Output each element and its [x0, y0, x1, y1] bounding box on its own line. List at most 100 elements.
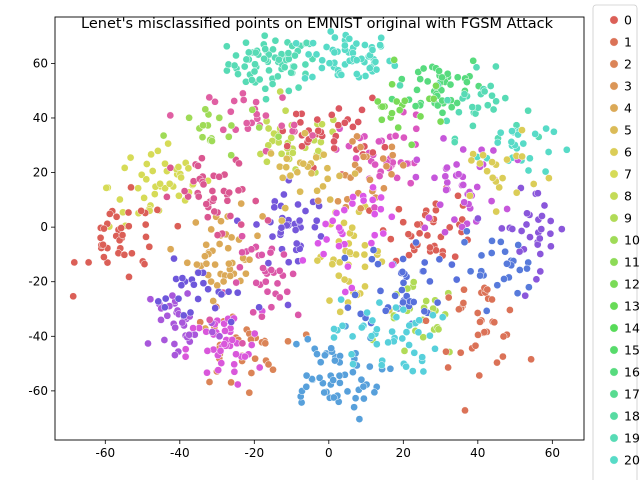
data-point	[473, 309, 482, 317]
data-point	[390, 56, 399, 64]
data-point	[334, 271, 343, 280]
x-tick-label: -60	[95, 446, 115, 460]
data-point	[154, 147, 162, 155]
legend-label: 12	[624, 277, 640, 292]
data-point	[203, 368, 211, 377]
data-point	[359, 152, 368, 161]
data-point	[534, 189, 542, 198]
data-point	[477, 251, 486, 260]
legend-label: 17	[624, 387, 640, 402]
data-point	[166, 111, 175, 120]
data-point	[318, 56, 327, 65]
data-point	[546, 217, 555, 225]
data-point	[180, 187, 189, 195]
data-point	[170, 254, 178, 263]
data-point	[454, 191, 462, 200]
data-point	[369, 183, 377, 192]
data-point	[376, 287, 385, 295]
data-point	[443, 96, 452, 105]
data-point	[227, 378, 235, 387]
data-point	[99, 240, 107, 249]
data-point	[387, 212, 396, 221]
data-point	[219, 125, 228, 134]
data-point	[503, 155, 511, 164]
data-point	[217, 217, 225, 226]
data-point	[294, 83, 303, 92]
legend-label: 16	[624, 365, 640, 380]
data-point	[416, 112, 425, 121]
data-point	[313, 350, 321, 358]
data-point	[232, 278, 241, 287]
data-point	[102, 184, 111, 192]
data-point	[361, 72, 370, 80]
data-point	[191, 218, 200, 227]
data-point	[244, 48, 253, 57]
data-point	[233, 380, 242, 389]
data-point	[302, 371, 311, 380]
data-point	[150, 190, 159, 198]
data-point	[370, 203, 379, 212]
data-point	[226, 212, 235, 220]
data-point	[335, 172, 344, 180]
data-point	[125, 273, 133, 281]
data-point	[216, 347, 225, 355]
data-point	[253, 231, 262, 240]
data-point	[326, 195, 335, 204]
data-point	[380, 184, 388, 193]
data-point	[371, 57, 380, 66]
data-point	[267, 149, 275, 158]
data-point	[418, 353, 427, 362]
data-point	[264, 360, 273, 369]
data-point	[483, 285, 492, 294]
data-point	[142, 160, 151, 168]
data-point	[327, 344, 336, 353]
data-point	[302, 39, 311, 47]
data-point	[174, 163, 183, 171]
data-point	[294, 311, 303, 319]
data-point	[248, 105, 257, 114]
data-point	[278, 173, 287, 182]
data-point	[351, 394, 360, 403]
data-point	[363, 308, 371, 317]
data-point	[210, 207, 219, 216]
data-point	[252, 220, 261, 229]
data-point	[266, 248, 275, 257]
data-point	[263, 287, 272, 296]
data-point	[359, 196, 368, 205]
data-point	[345, 34, 354, 43]
data-point	[137, 170, 146, 179]
data-point	[315, 373, 324, 382]
data-point	[466, 267, 475, 276]
data-point	[350, 403, 358, 412]
data-point	[163, 193, 171, 201]
data-point	[159, 131, 168, 140]
data-point	[247, 369, 256, 377]
legend-label: 5	[624, 123, 632, 138]
data-point	[248, 76, 256, 84]
data-point	[295, 216, 304, 225]
data-point	[474, 331, 482, 339]
data-point	[228, 336, 237, 344]
data-point	[227, 318, 236, 326]
data-point	[238, 339, 247, 348]
data-point	[469, 56, 478, 65]
legend-label: 19	[624, 431, 640, 446]
data-point	[336, 308, 345, 316]
data-point	[368, 196, 377, 204]
data-point	[323, 164, 332, 173]
data-point	[335, 258, 344, 267]
data-point	[334, 197, 342, 206]
data-point	[287, 133, 296, 142]
data-point	[283, 287, 292, 296]
data-point	[264, 259, 273, 267]
data-point	[426, 277, 434, 286]
legend-label: 10	[624, 233, 640, 248]
data-point	[497, 224, 506, 233]
data-point	[377, 33, 386, 42]
data-point	[547, 242, 555, 251]
data-point	[301, 60, 310, 69]
data-point	[405, 251, 413, 259]
data-point	[199, 180, 208, 189]
data-point	[438, 313, 447, 322]
